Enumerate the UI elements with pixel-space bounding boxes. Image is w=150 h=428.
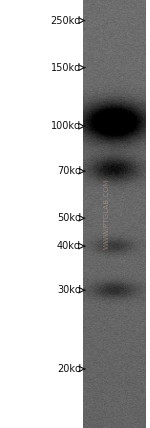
Text: 20kd: 20kd [57,364,81,374]
Text: 150kd: 150kd [51,62,81,73]
Text: 250kd: 250kd [51,15,81,26]
Text: 70kd: 70kd [57,166,81,176]
Text: WWW.PTGLAB.COM: WWW.PTGLAB.COM [104,179,110,249]
Text: 40kd: 40kd [57,241,81,251]
Text: 50kd: 50kd [57,213,81,223]
Text: 100kd: 100kd [51,121,81,131]
Text: 30kd: 30kd [57,285,81,295]
